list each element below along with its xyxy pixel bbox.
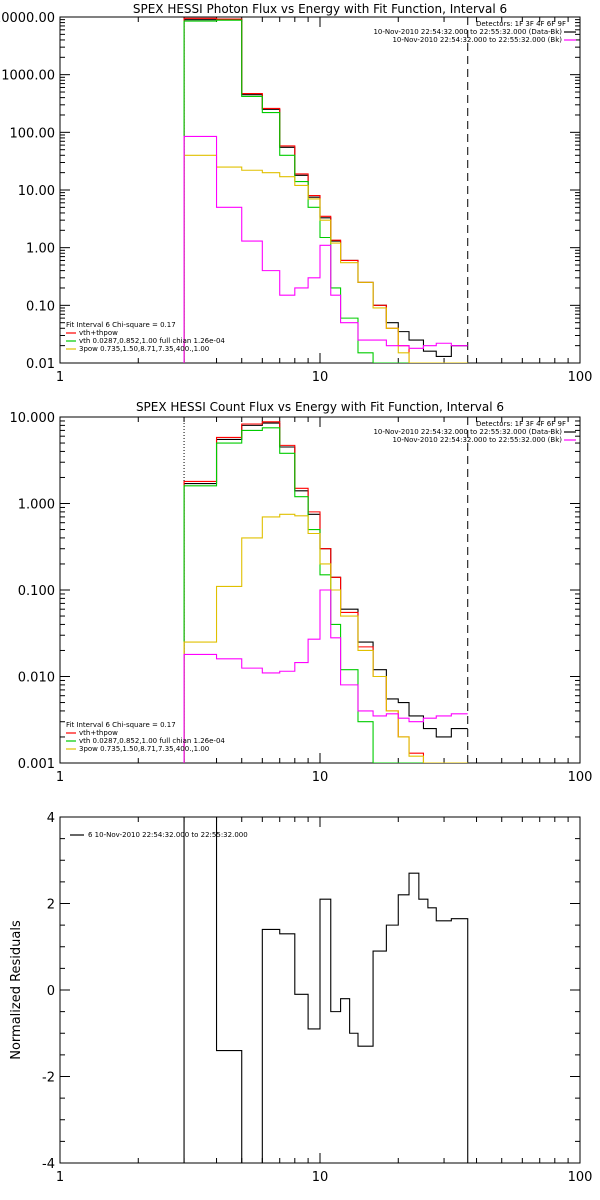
chart-title: SPEX HESSI Photon Flux vs Energy with Fi… bbox=[133, 2, 507, 16]
series-data bbox=[183, 422, 468, 763]
legend-header: Detectors: 1F 3F 4F 6F 9F bbox=[476, 420, 566, 428]
chart-2: SPEX HESSI Count Flux vs Energy with Fit… bbox=[10, 400, 593, 785]
legend-header: Detectors: 1F 3F 4F 6F 9F bbox=[476, 20, 566, 28]
x-tick-label: 10 bbox=[312, 770, 329, 785]
x-tick-label: 1 bbox=[56, 1170, 64, 1185]
legend-entry-label: 10-Nov-2010 22:54:32.000 to 22:55:32.000… bbox=[392, 36, 562, 44]
y-tick-label: 0.010 bbox=[18, 671, 55, 686]
y-axis-label: Normalized Residuals bbox=[9, 920, 24, 1060]
legend-entry-label: vth 0.0287,0.852,1.00 full chian 1.26e-0… bbox=[79, 337, 225, 345]
data-layer bbox=[183, 17, 468, 363]
legend-entry-label: vth+thpow bbox=[79, 729, 118, 737]
chart-1: SPEX HESSI Photon Flux vs Energy with Fi… bbox=[0, 2, 592, 385]
legend-entry-label: 3pow 0.735,1.50,8.71,7.35,400.,1.00 bbox=[79, 345, 209, 353]
series-background bbox=[183, 135, 468, 363]
x-tick-label: 10 bbox=[312, 370, 329, 385]
y-tick-label: 100.00 bbox=[10, 126, 56, 141]
x-tick-label: 100 bbox=[568, 1170, 593, 1185]
y-tick-label: 2 bbox=[47, 898, 55, 913]
y-tick-label: -4 bbox=[42, 1157, 55, 1172]
chart-3: 1 10 100 -4 -2 0 2 4 Normalized Residuals 6 10-No… bbox=[9, 811, 592, 1185]
chart-title: SPEX HESSI Count Flux vs Energy with Fit… bbox=[136, 400, 504, 414]
series-3pow bbox=[183, 154, 468, 363]
legend-header: Fit Interval 6 Chi-square = 0.17 bbox=[66, 721, 176, 729]
y-tick-label: 0.10 bbox=[26, 299, 55, 314]
legend-entry-label: vth+thpow bbox=[79, 329, 118, 337]
x-tick-label: 100 bbox=[568, 370, 593, 385]
y-tick-label: -2 bbox=[42, 1071, 55, 1086]
plot-frame bbox=[59, 16, 581, 364]
series-vth bbox=[183, 427, 468, 763]
y-tick-label: 10.00 bbox=[18, 184, 55, 199]
y-tick-label: 0.100 bbox=[18, 584, 55, 599]
legend-entry-label: 6 10-Nov-2010 22:54:32.000 to 22:55:32.0… bbox=[88, 831, 248, 839]
y-tick-label: 4 bbox=[47, 811, 55, 826]
y-tick-label: 1.00 bbox=[26, 242, 55, 257]
y-tick-label: 0 bbox=[47, 984, 55, 999]
x-tick-label: 10 bbox=[312, 1170, 329, 1185]
legend-entry-label: 3pow 0.735,1.50,8.71,7.35,400.,1.00 bbox=[79, 745, 209, 753]
series-vth-thpow bbox=[183, 17, 468, 363]
data-layer bbox=[183, 421, 468, 763]
legend-entry-label: vth 0.0287,0.852,1.00 full chian 1.26e-0… bbox=[79, 737, 225, 745]
y-tick-label: 0.01 bbox=[26, 357, 55, 372]
legend-entry-label: 10-Nov-2010 22:54:32.000 to 22:55:32.000… bbox=[373, 428, 562, 436]
series-vth bbox=[183, 19, 468, 363]
y-tick-label: 0.001 bbox=[18, 757, 55, 772]
legend-header: Fit Interval 6 Chi-square = 0.17 bbox=[66, 321, 176, 329]
legend-entry-label: 10-Nov-2010 22:54:32.000 to 22:55:32.000… bbox=[392, 436, 562, 444]
data-layer bbox=[183, 817, 469, 1163]
series-data bbox=[183, 19, 468, 363]
y-tick-label: 1.000 bbox=[18, 498, 55, 513]
y-tick-label: 10000.00 bbox=[0, 11, 55, 26]
series-residuals bbox=[183, 817, 469, 1163]
x-tick-label: 1 bbox=[56, 770, 64, 785]
x-tick-label: 1 bbox=[56, 370, 64, 385]
legend-entry-label: 10-Nov-2010 22:54:32.000 to 22:55:32.000… bbox=[373, 28, 562, 36]
series-vth-thpow bbox=[183, 421, 468, 763]
series-3pow bbox=[183, 513, 468, 763]
y-tick-label: 10.000 bbox=[10, 411, 56, 426]
series-background bbox=[183, 589, 468, 763]
x-tick-label: 100 bbox=[568, 770, 593, 785]
y-tick-label: 1000.00 bbox=[1, 69, 55, 84]
